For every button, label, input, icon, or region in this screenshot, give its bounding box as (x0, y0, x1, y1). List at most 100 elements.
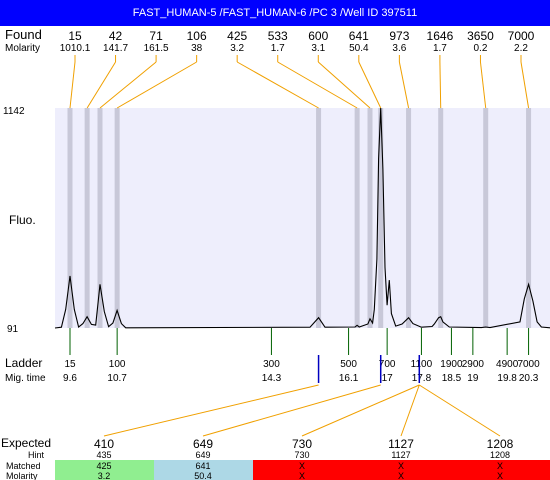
ladder-size-3: 500 (340, 359, 357, 370)
found-molarity-0: 1010.1 (60, 43, 91, 54)
found-connector-9 (439, 61, 442, 109)
matched-cell-0 (55, 460, 155, 480)
matched-size-0: 425 (96, 461, 111, 471)
ladder-size-9: 7000 (517, 359, 540, 370)
expected-connector-1 (202, 384, 381, 437)
peak-band-3 (114, 108, 120, 328)
expected-size-4: 1208 (487, 437, 514, 451)
peak-band-7 (378, 108, 384, 328)
peak-band-5 (354, 108, 360, 328)
ladder-time-7: 19 (467, 373, 479, 384)
ladder-size-2: 300 (263, 359, 280, 370)
mig-time-header: Mig. time (5, 373, 46, 384)
expected-header: Expected (1, 436, 51, 450)
found-size-9: 1646 (427, 29, 454, 43)
ladder-size-6: 1900 (440, 359, 463, 370)
ladder-size-4: 700 (379, 359, 396, 370)
ladder-time-5: 17.8 (412, 373, 432, 384)
peak-band-0 (67, 108, 73, 328)
ladder-time-6: 18.5 (442, 373, 462, 384)
found-molarity-6: 3.1 (311, 43, 325, 54)
expected-size-3: 1127 (388, 437, 414, 451)
found-connector-3 (116, 61, 197, 109)
plot-area (55, 108, 550, 328)
peak-band-11 (526, 108, 532, 328)
ladder-size-8: 4900 (496, 359, 519, 370)
expected-hint-0: 435 (96, 450, 111, 460)
found-molarity-8: 3.6 (392, 43, 406, 54)
expected-connector-2 (301, 384, 420, 437)
ladder-size-5: 1100 (411, 359, 433, 370)
expected-connector-4 (419, 384, 501, 437)
ladder-size-0: 15 (64, 359, 76, 370)
matched-size-1: 641 (195, 461, 210, 471)
peak-band-8 (406, 108, 412, 328)
matched-molarity-header: Molarity (6, 471, 38, 480)
matched-cell-2 (253, 460, 353, 480)
expected-hint-4: 1208 (490, 450, 510, 460)
found-molarity-11: 2.2 (514, 43, 528, 54)
peak-band-6 (367, 108, 373, 328)
fluorescence-trace (54, 107, 550, 329)
ladder-header: Ladder (5, 356, 42, 370)
found-molarity-2: 161.5 (144, 43, 169, 54)
matched-cell-4 (451, 460, 550, 480)
peak-band-9 (438, 108, 444, 328)
found-size-5: 533 (268, 29, 288, 43)
ladder-time-0: 9.6 (63, 373, 77, 384)
expected-hint-2: 730 (294, 450, 309, 460)
y-tick-min: 91 (7, 324, 19, 335)
expected-hint-3: 1127 (391, 450, 410, 460)
expected-connector-0 (103, 384, 319, 437)
found-size-4: 425 (227, 29, 247, 43)
found-connector-5 (277, 61, 358, 109)
ladder-time-2: 14.3 (262, 373, 282, 384)
found-connector-0 (69, 61, 76, 109)
ladder-time-1: 10.7 (107, 373, 127, 384)
peak-band-4 (316, 108, 322, 328)
found-connector-10 (479, 61, 487, 109)
hint-header: Hint (28, 450, 45, 460)
peak-band-1 (84, 108, 90, 328)
peak-band-10 (483, 108, 489, 328)
found-connector-11 (520, 61, 530, 109)
ladder-size-7: 2900 (462, 359, 485, 370)
found-molarity-9: 1.7 (433, 43, 447, 54)
ladder-time-8: 19.8 (497, 373, 517, 384)
ladder-size-1: 100 (109, 359, 126, 370)
found-size-8: 973 (389, 29, 409, 43)
found-molarity-3: 38 (191, 43, 203, 54)
found-size-10: 3650 (467, 29, 494, 43)
found-molarity-5: 1.7 (271, 43, 285, 54)
found-header: Found (5, 27, 42, 42)
found-connector-7 (358, 61, 382, 109)
expected-size-2: 730 (292, 437, 312, 451)
found-molarity-header: Molarity (5, 43, 40, 54)
expected-size-1: 649 (193, 437, 213, 451)
expected-size-0: 410 (94, 437, 114, 451)
matched-header: Matched (6, 461, 41, 471)
matched-size-2: X (299, 461, 305, 471)
found-connector-1 (86, 61, 116, 109)
found-connector-6 (317, 61, 371, 109)
found-connector-2 (99, 61, 157, 109)
found-molarity-10: 0.2 (474, 43, 488, 54)
ladder-time-3: 16.1 (339, 373, 359, 384)
matched-cell-1 (154, 460, 254, 480)
matched-cell-3 (352, 460, 452, 480)
matched-size-3: X (398, 461, 404, 471)
title-bar: FAST_HUMAN-5 /FAST_HUMAN-6 /PC 3 /Well I… (0, 0, 550, 26)
ladder-time-9: 20.3 (519, 373, 539, 384)
matched-size-4: X (497, 461, 503, 471)
found-molarity-4: 3.2 (230, 43, 244, 54)
found-size-11: 7000 (508, 29, 535, 43)
matched-molarity-0: 3.2 (98, 471, 111, 480)
matched-molarity-2: X (299, 471, 305, 480)
peak-band-2 (97, 108, 103, 328)
expected-hint-1: 649 (195, 450, 210, 460)
found-size-1: 42 (109, 29, 123, 43)
found-molarity-7: 50.4 (349, 43, 369, 54)
y-axis-label: Fluo. (9, 213, 36, 227)
